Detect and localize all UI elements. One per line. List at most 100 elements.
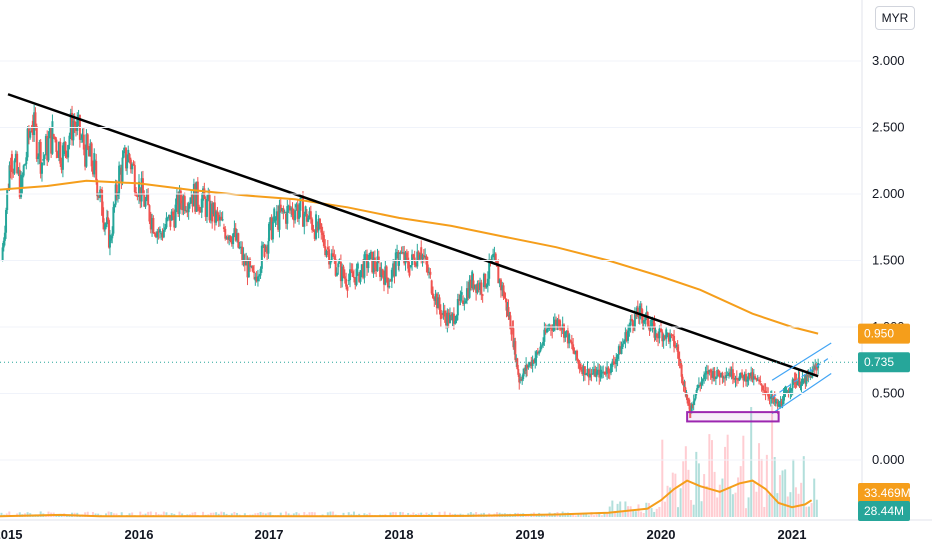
candle-body — [76, 119, 79, 131]
candle-body — [693, 398, 696, 402]
candle-body — [225, 236, 228, 239]
candle-body — [490, 256, 493, 263]
volume-bar — [682, 461, 685, 517]
candle-body — [52, 134, 55, 137]
candle-body — [424, 256, 427, 258]
candle-body — [379, 267, 382, 277]
volume-bar — [287, 513, 290, 517]
candle-body — [166, 217, 169, 219]
candle-body — [288, 205, 291, 211]
candle-body — [694, 393, 697, 399]
candle-body — [657, 336, 660, 339]
volume-bar — [236, 512, 239, 517]
candle-body — [737, 379, 740, 381]
time-tick-label: 2017 — [255, 527, 284, 542]
candle-body — [767, 393, 770, 397]
candle-body — [446, 312, 449, 326]
candle-body — [551, 328, 554, 331]
volume-bar — [713, 471, 716, 517]
candle-body — [620, 346, 623, 354]
candle-body — [730, 369, 733, 377]
candle-body — [321, 232, 324, 235]
candle-body — [154, 234, 157, 238]
candle-body — [40, 162, 43, 174]
candle-body — [682, 381, 685, 386]
volume-bar — [734, 492, 737, 517]
candle-body — [595, 371, 598, 377]
candle-body — [294, 210, 297, 221]
candle-body — [607, 367, 610, 373]
candle-body — [236, 233, 239, 241]
candle-body — [88, 148, 91, 157]
volume-bar — [44, 515, 47, 517]
candle-body — [578, 363, 581, 370]
candle-body — [492, 254, 495, 257]
volume-bar — [676, 507, 679, 517]
candle-body — [255, 276, 258, 282]
candle-body — [169, 214, 172, 227]
candle-body — [132, 164, 135, 166]
candle-body — [308, 211, 311, 218]
volume-bar — [760, 458, 763, 517]
candle-body — [403, 252, 406, 264]
volume-bar — [332, 511, 335, 517]
candle-body — [522, 373, 525, 380]
candle-body — [666, 333, 669, 335]
candle-body — [431, 293, 434, 298]
volume-bar — [776, 493, 779, 517]
candle-body — [226, 236, 229, 240]
candle-body — [790, 388, 793, 391]
candle-body — [712, 371, 715, 378]
currency-button[interactable]: MYR — [875, 6, 915, 30]
candle-body — [498, 279, 501, 284]
candle-body — [746, 379, 749, 382]
candle-body — [587, 368, 590, 378]
volume-bar — [750, 407, 753, 517]
candle-body — [439, 309, 442, 320]
candle-body — [610, 363, 613, 373]
candle-body — [195, 181, 198, 212]
candle-body — [329, 260, 332, 265]
candle-body — [222, 227, 225, 229]
candle-body — [287, 205, 290, 207]
candle-body — [532, 359, 535, 363]
candle-body — [313, 230, 316, 239]
candle-body — [482, 273, 485, 288]
candle-body — [349, 269, 352, 281]
candle-body — [5, 210, 8, 233]
candle-body — [153, 233, 156, 235]
candle-body — [594, 369, 597, 377]
candle-body — [171, 211, 174, 216]
volume-bar — [511, 515, 514, 517]
candle-body — [367, 262, 370, 269]
candle-body — [241, 246, 244, 261]
candle-body — [175, 194, 178, 205]
candle-body — [523, 368, 526, 374]
candle-body — [747, 373, 750, 380]
candle-body — [371, 251, 374, 273]
candle-body — [230, 241, 233, 245]
candle-body — [441, 313, 444, 315]
candle-body — [651, 321, 654, 327]
candle-body — [318, 218, 321, 224]
candle-body — [271, 221, 274, 240]
volume-bar — [559, 514, 562, 517]
candle-body — [451, 313, 454, 321]
candle-body — [408, 268, 411, 276]
volume-bar — [661, 439, 664, 517]
candle-body — [462, 300, 465, 304]
candle-body — [151, 217, 154, 230]
volume-bar — [731, 494, 734, 517]
candle-body — [373, 257, 376, 269]
candle-body — [781, 403, 784, 405]
candle-body — [381, 269, 384, 276]
candle-body — [417, 251, 420, 260]
volume-bar — [666, 485, 669, 517]
candle-body — [596, 369, 599, 372]
volume-bar — [773, 457, 776, 517]
candle-body — [777, 404, 780, 407]
candle-body — [229, 235, 232, 242]
candle-body — [510, 329, 513, 335]
candle-body — [221, 219, 224, 221]
